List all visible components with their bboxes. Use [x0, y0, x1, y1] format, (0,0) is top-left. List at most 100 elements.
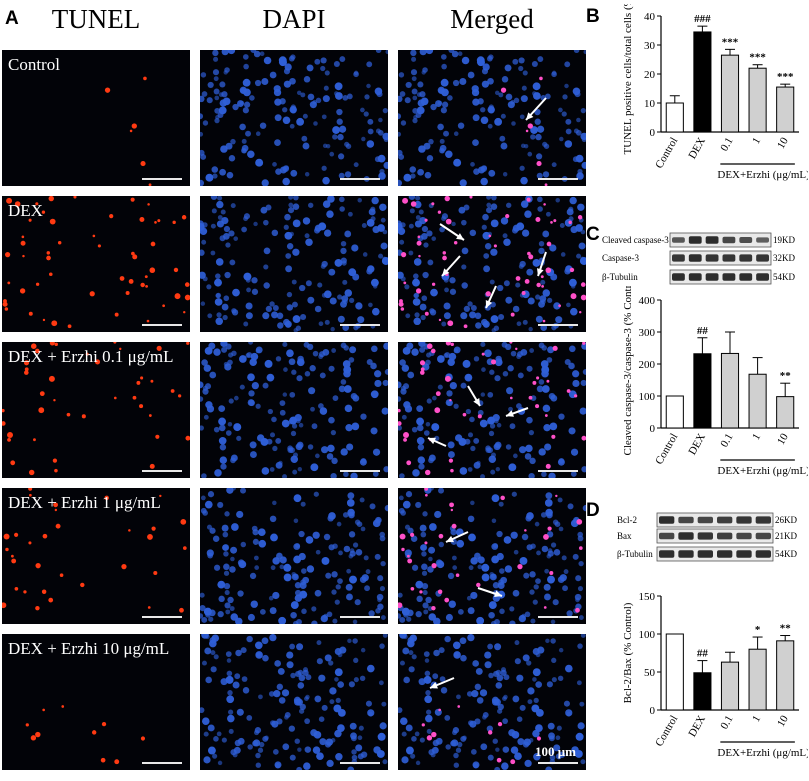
dapi-nucleus: [454, 652, 459, 657]
dapi-nucleus: [213, 88, 220, 95]
dapi-nucleus: [337, 708, 346, 717]
dapi-nucleus: [200, 592, 205, 598]
dapi-nucleus: [564, 61, 571, 68]
dapi-nucleus: [221, 737, 227, 743]
dapi-nucleus: [456, 694, 461, 700]
blot-strip: [656, 546, 774, 562]
dapi-nucleus: [213, 348, 221, 356]
micrograph-tunel-row-2: DEX: [2, 196, 190, 332]
dapi-nucleus: [405, 81, 412, 89]
dapi-nucleus: [366, 83, 371, 89]
dapi-nucleus: [480, 107, 486, 113]
dapi-nucleus: [568, 345, 576, 353]
dapi-nucleus: [295, 443, 303, 451]
dapi-nucleus: [346, 93, 353, 100]
dapi-nucleus: [247, 744, 253, 750]
dapi-nucleus: [344, 289, 353, 297]
dapi-nucleus: [460, 654, 467, 662]
dapi-nucleus: [226, 171, 234, 179]
dapi-nucleus: [498, 92, 504, 98]
dapi-nucleus: [334, 258, 343, 267]
dapi-nucleus: [430, 103, 437, 111]
tunel-positive-cell: [139, 217, 145, 222]
dapi-nucleus: [538, 379, 545, 385]
dapi-nucleus: [262, 654, 269, 662]
dapi-nucleus: [441, 88, 449, 97]
dapi-nucleus: [227, 690, 233, 696]
dapi-nucleus: [206, 524, 213, 530]
tunel-positive-cell: [536, 376, 540, 380]
y-tick-label: 30: [644, 40, 656, 52]
tunel-positive-cell: [576, 519, 583, 525]
dapi-nucleus: [201, 239, 207, 245]
dapi-nucleus: [302, 576, 310, 584]
dapi-nucleus: [417, 81, 424, 88]
dapi-nucleus: [558, 107, 563, 113]
dapi-nucleus: [313, 121, 318, 126]
dapi-nucleus: [361, 136, 366, 142]
tunel-positive-cell: [151, 526, 156, 531]
dapi-nucleus: [462, 359, 471, 368]
dapi-nucleus: [486, 196, 492, 200]
dapi-nucleus: [249, 572, 257, 580]
dapi-nucleus: [274, 762, 281, 769]
dapi-nucleus: [206, 405, 215, 413]
dapi-nucleus: [426, 398, 432, 404]
dapi-nucleus: [413, 258, 422, 266]
dapi-nucleus: [416, 417, 425, 426]
tunel-positive-cell: [153, 570, 158, 576]
dapi-nucleus: [457, 609, 464, 615]
dapi-nucleus: [410, 535, 418, 543]
dapi-nucleus: [408, 666, 415, 673]
dapi-nucleus: [482, 165, 487, 171]
dapi-nucleus: [320, 57, 327, 64]
tunel-positive-cell: [3, 533, 10, 540]
dapi-nucleus: [576, 117, 581, 123]
dapi-nucleus: [474, 718, 481, 725]
dapi-nucleus: [281, 689, 290, 697]
dapi-nucleus: [283, 68, 291, 75]
dapi-nucleus: [346, 443, 354, 451]
dapi-nucleus: [289, 754, 296, 761]
dapi-nucleus: [501, 762, 509, 770]
dapi-nucleus: [469, 229, 477, 237]
dapi-nucleus: [503, 280, 510, 287]
tunel-positive-cell: [46, 251, 51, 255]
dapi-nucleus: [411, 736, 417, 742]
dapi-nucleus: [261, 179, 269, 186]
dapi-nucleus: [431, 236, 437, 241]
bar-1: [748, 373, 767, 429]
dapi-nucleus: [236, 510, 244, 519]
dapi-nucleus: [225, 343, 232, 350]
dapi-nucleus: [464, 438, 471, 445]
dapi-nucleus: [481, 80, 490, 88]
dapi-nucleus: [568, 362, 575, 370]
dapi-nucleus: [529, 348, 535, 353]
dapi-nucleus: [402, 346, 411, 355]
dapi-nucleus: [416, 405, 424, 412]
dapi-nucleus: [423, 242, 429, 248]
dapi-nucleus: [547, 297, 553, 304]
dapi-nucleus: [505, 444, 512, 450]
tunel-positive-cell: [28, 311, 33, 316]
blot-band: [739, 237, 753, 243]
tunel-positive-cell: [14, 586, 19, 591]
dapi-nucleus: [286, 304, 294, 311]
tunel-positive-cell: [143, 76, 147, 81]
dapi-nucleus: [201, 473, 207, 478]
dapi-nucleus: [333, 61, 340, 68]
arrow-head: [430, 682, 438, 689]
dapi-nucleus: [433, 649, 440, 657]
dapi-nucleus: [300, 501, 306, 507]
tunel-positive-cell: [113, 342, 117, 344]
tunel-positive-cell: [4, 252, 11, 258]
dapi-nucleus: [419, 303, 427, 311]
dapi-nucleus: [428, 556, 433, 562]
dapi-nucleus: [346, 568, 352, 574]
dapi-nucleus: [349, 346, 357, 354]
tunel-positive-cell: [54, 468, 58, 473]
dapi-nucleus: [404, 524, 411, 530]
dapi-nucleus: [480, 392, 486, 397]
dapi-nucleus: [295, 325, 302, 331]
dapi-nucleus: [236, 708, 244, 716]
